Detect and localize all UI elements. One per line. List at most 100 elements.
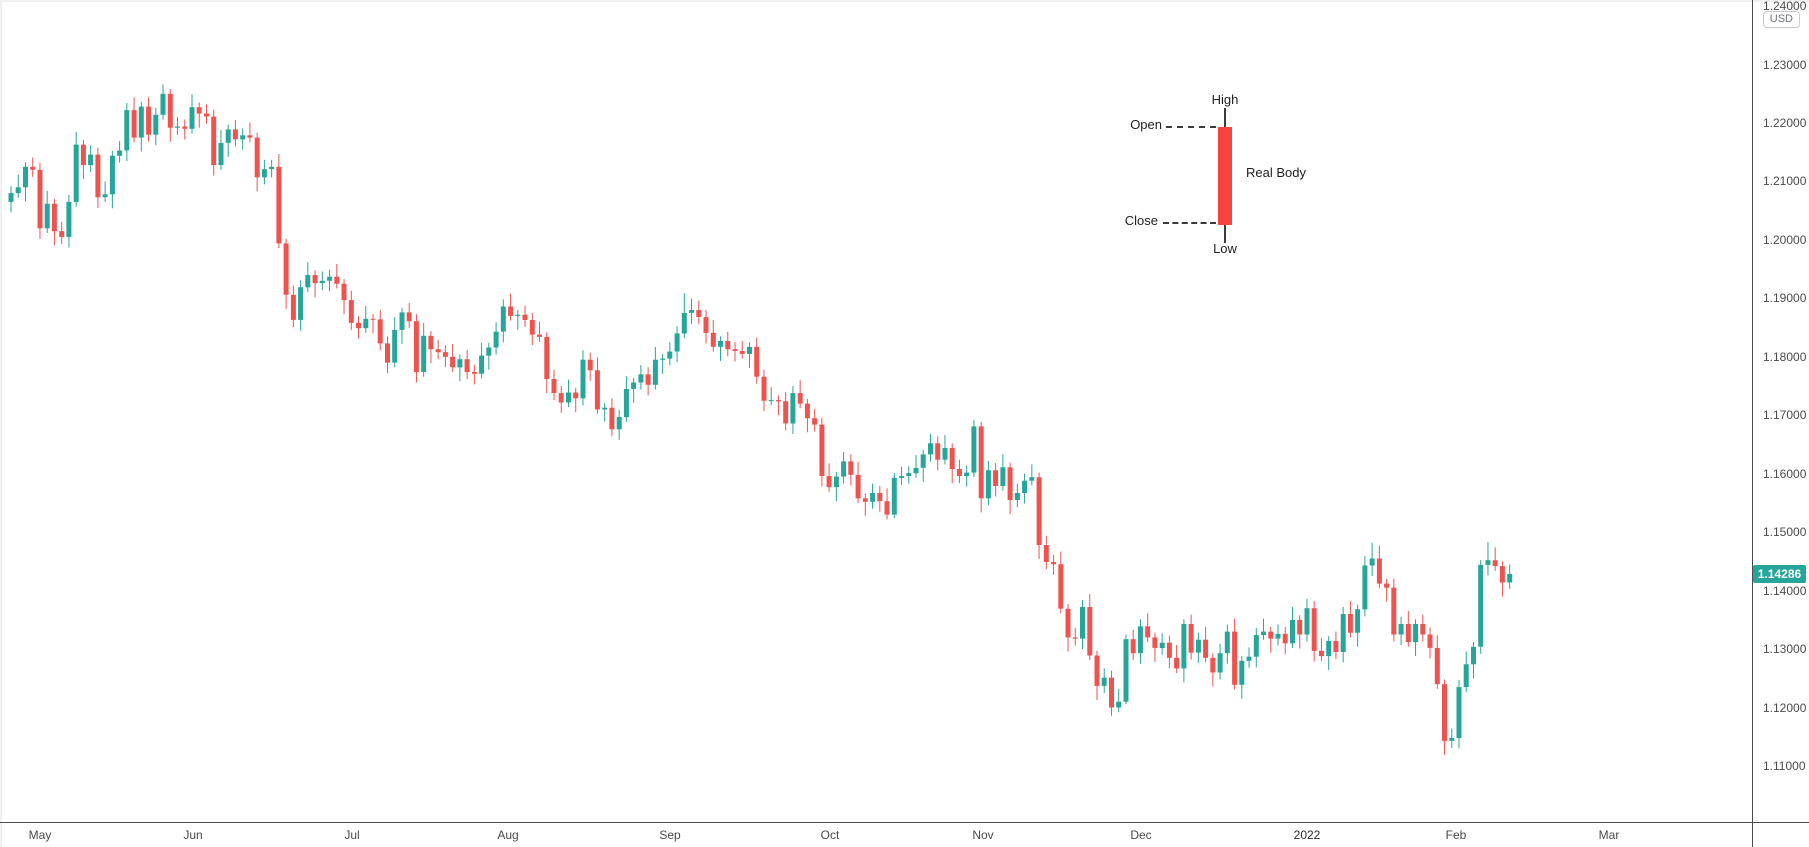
candle xyxy=(73,131,79,207)
candle xyxy=(1123,634,1129,704)
candle xyxy=(841,452,847,484)
candle xyxy=(225,124,231,157)
candle xyxy=(471,365,477,385)
candle xyxy=(529,313,535,346)
candle xyxy=(1369,542,1375,576)
candle xyxy=(1340,607,1346,663)
candle xyxy=(1145,613,1151,643)
time-axis-line xyxy=(0,822,1809,823)
candle xyxy=(1116,688,1122,713)
candle xyxy=(1130,629,1136,661)
price-tick-label: 1.17000 xyxy=(1763,408,1807,423)
candle xyxy=(732,342,738,362)
candle xyxy=(616,410,622,440)
candle xyxy=(920,449,926,482)
candle xyxy=(1268,626,1274,653)
candle xyxy=(421,322,427,377)
candle xyxy=(189,94,195,134)
candle xyxy=(819,417,825,487)
candle xyxy=(1355,604,1361,647)
candle xyxy=(862,493,868,516)
candle xyxy=(1043,535,1049,569)
annotation-open-dash-line xyxy=(1166,126,1216,128)
candle xyxy=(450,344,456,372)
candle xyxy=(537,321,542,342)
candle xyxy=(269,159,275,178)
candle xyxy=(739,341,745,359)
candle xyxy=(783,391,789,431)
candle xyxy=(544,332,550,394)
time-tick-year-label: 2022 xyxy=(1293,828,1321,842)
candle xyxy=(392,317,398,368)
candle xyxy=(1347,601,1353,638)
candle xyxy=(8,186,14,213)
candle xyxy=(196,102,202,128)
candle xyxy=(464,349,470,379)
candle xyxy=(1246,647,1252,668)
price-tick-label: 1.12000 xyxy=(1763,700,1807,715)
candle xyxy=(1485,542,1491,576)
candle xyxy=(587,352,593,381)
candle xyxy=(812,408,818,432)
candle xyxy=(797,380,803,409)
candle xyxy=(1391,578,1397,642)
candle xyxy=(1290,607,1295,648)
candle xyxy=(399,307,405,344)
time-axis[interactable]: May Jun Jul Aug Sep Oct Nov Dec 2022 Feb Mar xyxy=(0,823,1752,847)
annotation-upper-wick xyxy=(1224,108,1226,127)
candle xyxy=(1000,454,1006,491)
candle xyxy=(573,387,579,413)
candle xyxy=(298,280,304,331)
candle xyxy=(1065,604,1071,652)
candle xyxy=(37,162,43,239)
price-tick-label: 1.16000 xyxy=(1763,466,1807,481)
annotation-real-body-label: Real Body xyxy=(1246,165,1306,180)
candle xyxy=(1253,628,1259,668)
candle xyxy=(334,263,340,289)
candle xyxy=(935,436,941,471)
candle xyxy=(1449,728,1455,748)
candle xyxy=(631,377,637,403)
last-price-badge: 1.14286 xyxy=(1753,564,1806,583)
candle xyxy=(971,419,977,478)
candle xyxy=(609,398,615,437)
candle xyxy=(1326,636,1332,671)
candle xyxy=(146,97,152,142)
candle xyxy=(247,122,253,143)
candle xyxy=(1007,462,1013,515)
candle xyxy=(1203,626,1209,663)
annotation-open-label: Open xyxy=(1130,117,1162,132)
candle xyxy=(580,350,586,406)
candle xyxy=(1492,547,1498,571)
candle xyxy=(1282,626,1288,654)
time-tick-label: Aug xyxy=(497,828,519,842)
candle xyxy=(942,435,948,465)
price-tick-label: 1.20000 xyxy=(1763,232,1807,247)
candle xyxy=(1275,624,1281,646)
candles-plot[interactable] xyxy=(0,0,1752,822)
candle xyxy=(1224,624,1230,664)
candle xyxy=(1188,614,1194,660)
candle xyxy=(211,109,217,176)
candle xyxy=(660,353,666,374)
candle xyxy=(1051,555,1057,575)
candle xyxy=(138,101,144,152)
candle xyxy=(623,376,629,422)
candle xyxy=(1478,560,1484,654)
candle xyxy=(1217,643,1223,680)
candle xyxy=(153,107,159,146)
candle xyxy=(1101,668,1107,693)
candle xyxy=(718,336,723,361)
candle xyxy=(978,421,984,513)
candle xyxy=(1022,473,1028,504)
candle xyxy=(66,194,72,248)
candle xyxy=(899,466,904,485)
price-axis[interactable]: USD 1.14286 1.24000 1.23000 1.22000 1.21000… xyxy=(1753,0,1809,822)
candle xyxy=(725,331,731,357)
candle xyxy=(1463,651,1469,692)
currency-unit-badge[interactable]: USD xyxy=(1762,11,1800,28)
time-tick-label: Oct xyxy=(820,828,840,842)
candle xyxy=(1376,545,1382,589)
candle xyxy=(826,463,832,492)
